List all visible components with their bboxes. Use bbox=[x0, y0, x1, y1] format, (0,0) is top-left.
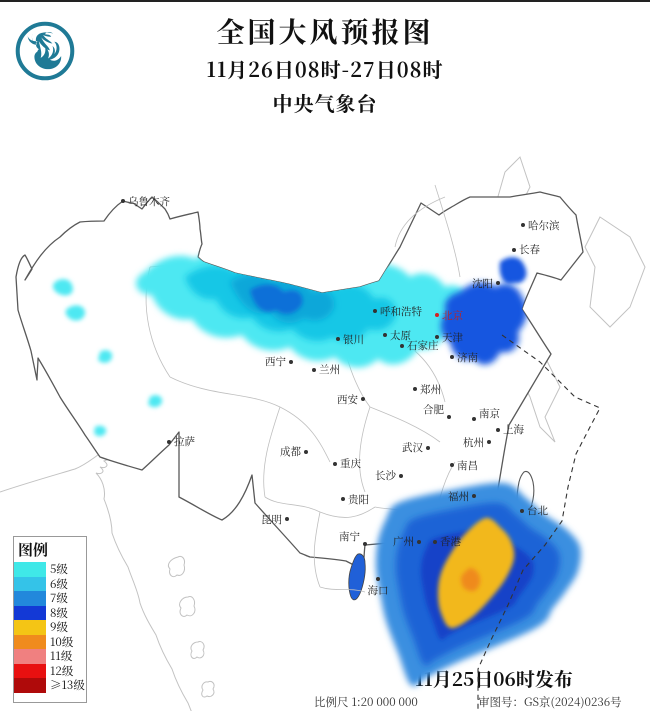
svg-text:石家庄: 石家庄 bbox=[407, 338, 439, 353]
svg-text:上海: 上海 bbox=[503, 422, 524, 437]
svg-text:哈尔滨: 哈尔滨 bbox=[528, 218, 560, 233]
svg-text:西安: 西安 bbox=[337, 392, 358, 407]
svg-text:沈阳: 沈阳 bbox=[472, 276, 493, 291]
svg-text:成都: 成都 bbox=[280, 444, 301, 459]
svg-text:西宁: 西宁 bbox=[265, 354, 286, 369]
svg-text:拉萨: 拉萨 bbox=[174, 434, 195, 449]
svg-text:呼和浩特: 呼和浩特 bbox=[380, 304, 422, 319]
svg-text:乌鲁木齐: 乌鲁木齐 bbox=[128, 194, 170, 209]
svg-text:南京: 南京 bbox=[479, 406, 500, 421]
svg-text:贵阳: 贵阳 bbox=[348, 492, 369, 507]
svg-text:长春: 长春 bbox=[519, 242, 540, 257]
svg-text:南宁: 南宁 bbox=[339, 529, 360, 544]
svg-text:香港: 香港 bbox=[440, 534, 461, 549]
svg-text:合肥: 合肥 bbox=[423, 402, 444, 417]
svg-text:济南: 济南 bbox=[457, 350, 478, 365]
svg-text:重庆: 重庆 bbox=[340, 456, 361, 471]
svg-text:北京: 北京 bbox=[442, 308, 463, 323]
svg-text:海口: 海口 bbox=[368, 583, 389, 598]
svg-text:台北: 台北 bbox=[527, 503, 548, 518]
svg-text:兰州: 兰州 bbox=[319, 362, 340, 377]
svg-text:长沙: 长沙 bbox=[375, 468, 396, 483]
svg-text:天津: 天津 bbox=[442, 330, 463, 345]
svg-text:南昌: 南昌 bbox=[457, 458, 478, 473]
svg-text:杭州: 杭州 bbox=[463, 435, 484, 450]
svg-text:银川: 银川 bbox=[343, 332, 364, 347]
svg-text:郑州: 郑州 bbox=[420, 382, 441, 397]
svg-text:广州: 广州 bbox=[393, 534, 414, 549]
svg-text:福州: 福州 bbox=[448, 489, 469, 504]
svg-text:武汉: 武汉 bbox=[402, 440, 423, 455]
svg-text:昆明: 昆明 bbox=[261, 512, 282, 527]
